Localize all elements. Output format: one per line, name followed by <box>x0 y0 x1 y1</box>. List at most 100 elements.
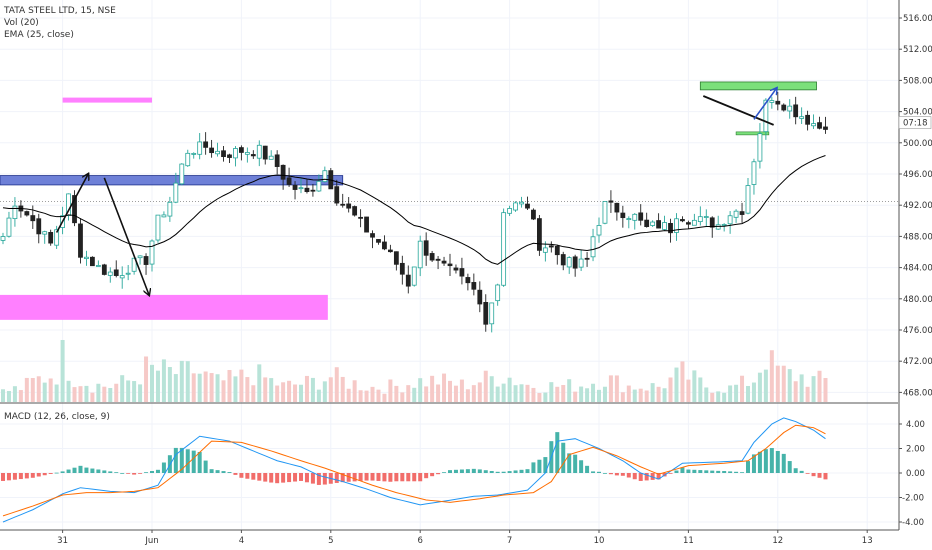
volume-bar <box>597 389 601 402</box>
macd-histogram-bar <box>376 473 381 481</box>
candle-body <box>775 100 781 105</box>
candle-body <box>537 218 542 251</box>
candle-body <box>709 217 715 228</box>
volume-bar <box>316 389 321 402</box>
candle-body <box>763 99 769 133</box>
macd-histogram-bar <box>638 473 643 481</box>
price-tick-label: 476.00 <box>903 326 932 336</box>
macd-histogram-bar <box>608 473 613 475</box>
candle-body <box>340 203 346 206</box>
volume-bar <box>400 392 405 402</box>
candle-body <box>697 216 703 223</box>
macd-histogram-bar <box>781 453 786 473</box>
volume-bar <box>787 369 792 402</box>
volume-bar <box>54 384 59 402</box>
volume-bar <box>352 380 357 402</box>
volume-bar <box>728 385 733 402</box>
price-tick-label: 500.00 <box>903 139 932 149</box>
candle-body <box>656 220 661 229</box>
volume-bar <box>531 387 536 402</box>
macd-histogram-bar <box>579 460 584 473</box>
volume-bar <box>483 370 488 402</box>
macd-histogram-bar <box>191 450 196 473</box>
macd-histogram-bar <box>698 470 703 473</box>
candle-body <box>739 211 745 215</box>
candle-body <box>769 100 775 103</box>
candle-body <box>310 189 316 192</box>
macd-histogram-bar <box>620 473 625 476</box>
candle-body <box>560 254 566 266</box>
macd-histogram-bar <box>316 473 321 485</box>
macd-histogram-bar <box>275 473 280 484</box>
macd-histogram-bar <box>632 473 637 480</box>
candle-body <box>107 271 113 276</box>
macd-tick-label: 2.00 <box>906 445 925 455</box>
candle-body <box>119 275 125 279</box>
candle-body <box>298 187 304 190</box>
volume-bar <box>161 359 166 402</box>
volume-bar <box>793 381 798 402</box>
volume-bar <box>662 388 667 402</box>
volume-bars <box>1 339 828 402</box>
candle-body <box>304 187 310 192</box>
volume-bar <box>96 383 101 402</box>
macd-histogram-bar <box>573 454 578 473</box>
price-tick-label: 508.00 <box>903 76 932 86</box>
candle-body <box>382 241 387 250</box>
candle-body <box>30 215 36 222</box>
date-tick-label: 31 <box>57 536 68 546</box>
candle-body <box>0 236 6 241</box>
volume-bar <box>448 380 452 402</box>
macd-histogram-bar <box>525 469 530 473</box>
candle-body <box>602 201 608 224</box>
macd-histogram-bar <box>823 473 828 480</box>
candle-body <box>787 105 793 112</box>
volume-bar <box>191 373 196 402</box>
candle-body <box>483 302 489 325</box>
drawing-lines <box>55 88 777 295</box>
volume-bar <box>412 387 417 402</box>
volume-bar <box>78 386 83 402</box>
volume-bar <box>591 383 596 402</box>
volume-bar <box>805 386 810 402</box>
price-tag-box <box>898 116 932 129</box>
macd-histogram-bar <box>650 473 655 480</box>
candle-body <box>674 218 679 233</box>
macd-histogram-bar <box>90 468 95 473</box>
volume-bar <box>310 377 315 402</box>
volume-bar <box>602 386 607 402</box>
volume-bar <box>376 389 381 402</box>
macd-histogram-bar <box>155 469 160 473</box>
macd-histogram-bar <box>150 471 154 473</box>
volume-bar <box>465 389 470 402</box>
macd-histogram-bar <box>203 460 208 473</box>
macd-histogram-bar <box>668 473 673 474</box>
volume-bar <box>579 386 584 402</box>
macd-histogram-bar <box>394 473 399 482</box>
macd-histogram-bar <box>787 461 792 473</box>
macd-histogram-bar <box>138 473 143 474</box>
volume-bar <box>197 373 202 402</box>
macd-histogram-bar <box>6 473 11 481</box>
macd-histogram-bar <box>102 470 107 473</box>
candle-body <box>78 223 83 258</box>
macd-histogram-bar <box>72 467 77 473</box>
candle-body <box>495 284 501 302</box>
candle-body <box>54 229 60 246</box>
candle-body <box>614 202 620 213</box>
candle-body <box>90 256 95 267</box>
candle-body <box>185 152 191 167</box>
macd-histogram-bar <box>412 473 417 482</box>
candle-body <box>233 148 238 159</box>
volume-bar <box>698 377 703 402</box>
volume-bar <box>114 383 119 402</box>
drawing-zones <box>0 81 817 320</box>
macd-histogram-bar <box>233 473 238 475</box>
volume-bar <box>680 361 685 402</box>
volume-bar <box>239 369 244 402</box>
volume-bar <box>519 384 524 402</box>
price-tag-label: 07:18 <box>903 119 928 129</box>
volume-bar <box>555 386 560 402</box>
candle-body <box>149 240 155 265</box>
